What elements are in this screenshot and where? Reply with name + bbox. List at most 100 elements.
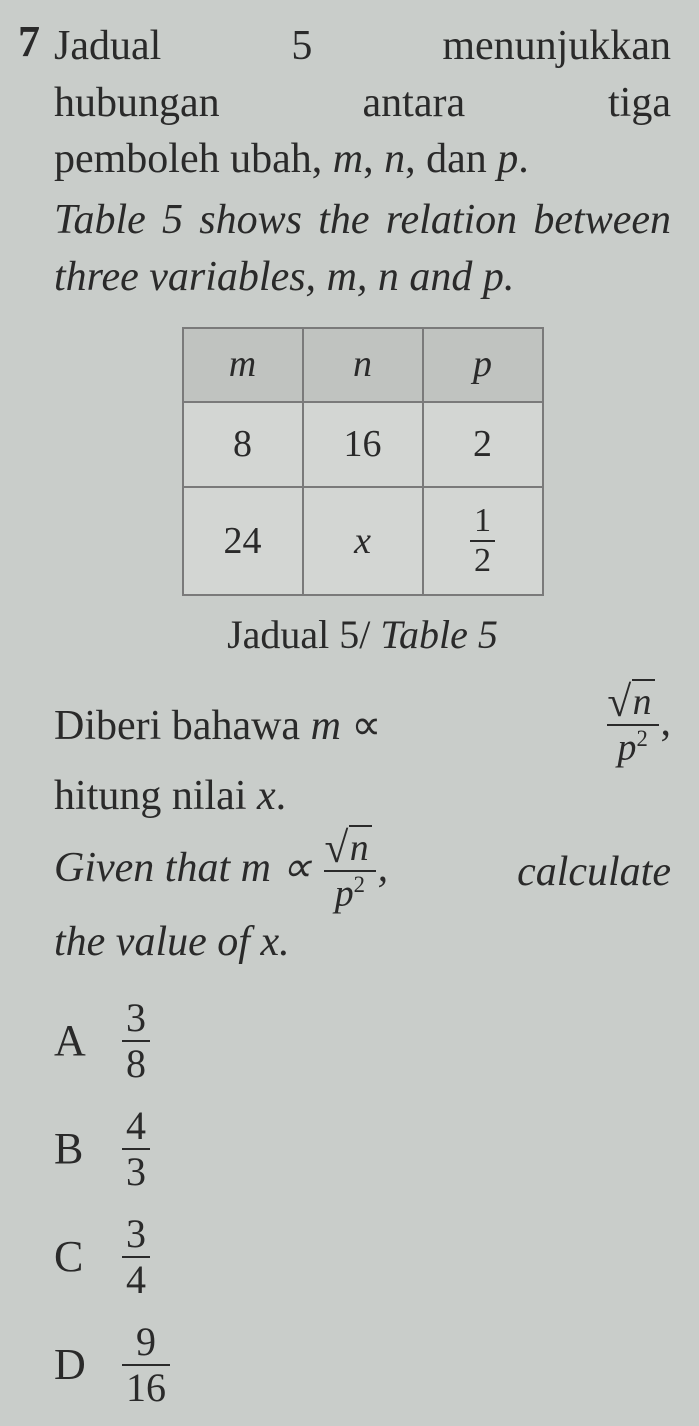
radicand: n xyxy=(349,825,372,869)
sqrt: n xyxy=(611,684,655,722)
variable-m: m xyxy=(327,254,357,300)
text: the value of xyxy=(54,919,260,965)
numerator: 1 xyxy=(470,504,495,542)
denominator: 2 xyxy=(470,542,495,578)
word: 5 xyxy=(291,18,312,75)
den-base: p xyxy=(618,727,637,769)
table-row: 8 16 2 xyxy=(183,402,543,487)
option-c[interactable]: C 3 4 xyxy=(54,1214,671,1300)
option-letter: A xyxy=(54,1011,94,1070)
data-table-container: m n p 8 16 2 24 x 1 2 xyxy=(54,327,671,596)
question-content: Jadual 5 menunjukkan hubungan antara tig… xyxy=(54,18,671,1408)
denominator: 3 xyxy=(122,1150,150,1192)
variable-m: m xyxy=(333,136,363,182)
table-header-n: n xyxy=(303,328,423,401)
answer-options: A 3 8 B 4 3 C xyxy=(54,998,671,1408)
variable-x: x xyxy=(257,773,276,819)
variable-n: n xyxy=(378,254,399,300)
option-letter: D xyxy=(54,1335,94,1394)
caption-en: Table 5 xyxy=(380,612,497,657)
exponent: 2 xyxy=(636,726,647,751)
denominator: 16 xyxy=(122,1366,170,1408)
propto: ∝ xyxy=(271,846,322,892)
radicand: n xyxy=(632,679,655,723)
word: tiga xyxy=(608,75,671,132)
numerator: 3 xyxy=(122,1214,150,1258)
data-table: m n p 8 16 2 24 x 1 2 xyxy=(182,327,544,596)
period: . xyxy=(504,254,515,300)
table-cell: x xyxy=(303,487,423,595)
table-cell: 24 xyxy=(183,487,303,595)
option-letter: C xyxy=(54,1227,94,1286)
option-d[interactable]: D 9 16 xyxy=(54,1322,671,1408)
variable-n: n xyxy=(384,136,405,182)
table-cell: 2 xyxy=(423,402,543,487)
table-row: 24 x 1 2 xyxy=(183,487,543,595)
variable-m: m xyxy=(241,846,271,892)
text: , xyxy=(357,254,378,300)
table-caption: Jadual 5/ Table 5 xyxy=(54,608,671,662)
table-header-row: m n p xyxy=(183,328,543,401)
question-text-english: Table 5 shows the relation between three… xyxy=(54,192,671,305)
word: hubungan xyxy=(54,75,220,132)
text: Given that xyxy=(54,846,241,892)
variable-x: x xyxy=(354,520,371,562)
option-value: 3 8 xyxy=(120,998,152,1084)
caption-ms: Jadual 5 xyxy=(227,612,359,657)
question-number: 7 xyxy=(18,20,40,1408)
comma: , xyxy=(378,846,389,892)
numerator: n xyxy=(324,830,376,872)
table-header-p: p xyxy=(423,328,543,401)
word: Jadual xyxy=(54,18,161,75)
fraction: 3 4 xyxy=(120,1214,152,1300)
variable-p: p xyxy=(483,254,504,300)
period: . xyxy=(276,773,287,819)
numerator: 3 xyxy=(122,998,150,1042)
table-header-m: m xyxy=(183,328,303,401)
word: menunjukkan xyxy=(442,18,671,75)
option-b[interactable]: B 4 3 xyxy=(54,1106,671,1192)
numerator: 4 xyxy=(122,1106,150,1150)
denominator: 4 xyxy=(122,1258,150,1300)
comma: , xyxy=(661,700,672,746)
caption-sep: / xyxy=(359,612,380,657)
option-value: 3 4 xyxy=(120,1214,152,1300)
text: hitung nilai xyxy=(54,773,257,819)
fraction: 4 3 xyxy=(120,1106,152,1192)
variable-m: m xyxy=(311,703,341,749)
variable-p: p xyxy=(497,136,518,182)
sqrt: n xyxy=(328,830,372,868)
variable-x: x xyxy=(260,919,279,965)
stem-english: Given that m ∝ n p2 , calculate the valu… xyxy=(54,830,671,970)
stem-malay: Diberi bahawa m ∝ n p2 , hitung nilai x. xyxy=(54,684,671,824)
question-text-malay: Jadual 5 menunjukkan hubungan antara tig… xyxy=(54,18,671,188)
numerator: 9 xyxy=(122,1322,170,1366)
exponent: 2 xyxy=(354,872,365,897)
text: pemboleh ubah, xyxy=(54,136,333,182)
period: . xyxy=(279,919,290,965)
table-cell: 16 xyxy=(303,402,423,487)
table-cell: 1 2 xyxy=(423,487,543,595)
propto: ∝ xyxy=(341,703,382,749)
den-base: p xyxy=(335,873,354,915)
formula-fraction: n p2 xyxy=(322,830,378,913)
formula-fraction: n p2 xyxy=(605,684,661,767)
text: and xyxy=(399,254,483,300)
fraction: 9 16 xyxy=(120,1322,172,1408)
fraction: 3 8 xyxy=(120,998,152,1084)
period: . xyxy=(518,136,529,182)
denominator: p2 xyxy=(324,872,376,913)
option-value: 9 16 xyxy=(120,1322,172,1408)
denominator: 8 xyxy=(122,1042,150,1084)
option-letter: B xyxy=(54,1119,94,1178)
text: calculate xyxy=(517,844,671,901)
question-block: 7 Jadual 5 menunjukkan hubungan antara t… xyxy=(18,18,671,1408)
option-a[interactable]: A 3 8 xyxy=(54,998,671,1084)
text: , xyxy=(363,136,384,182)
word: antara xyxy=(363,75,466,132)
numerator: n xyxy=(607,684,659,726)
table-cell: 8 xyxy=(183,402,303,487)
text: Diberi bahawa xyxy=(54,703,311,749)
fraction: 1 2 xyxy=(468,504,497,578)
denominator: p2 xyxy=(607,726,659,767)
